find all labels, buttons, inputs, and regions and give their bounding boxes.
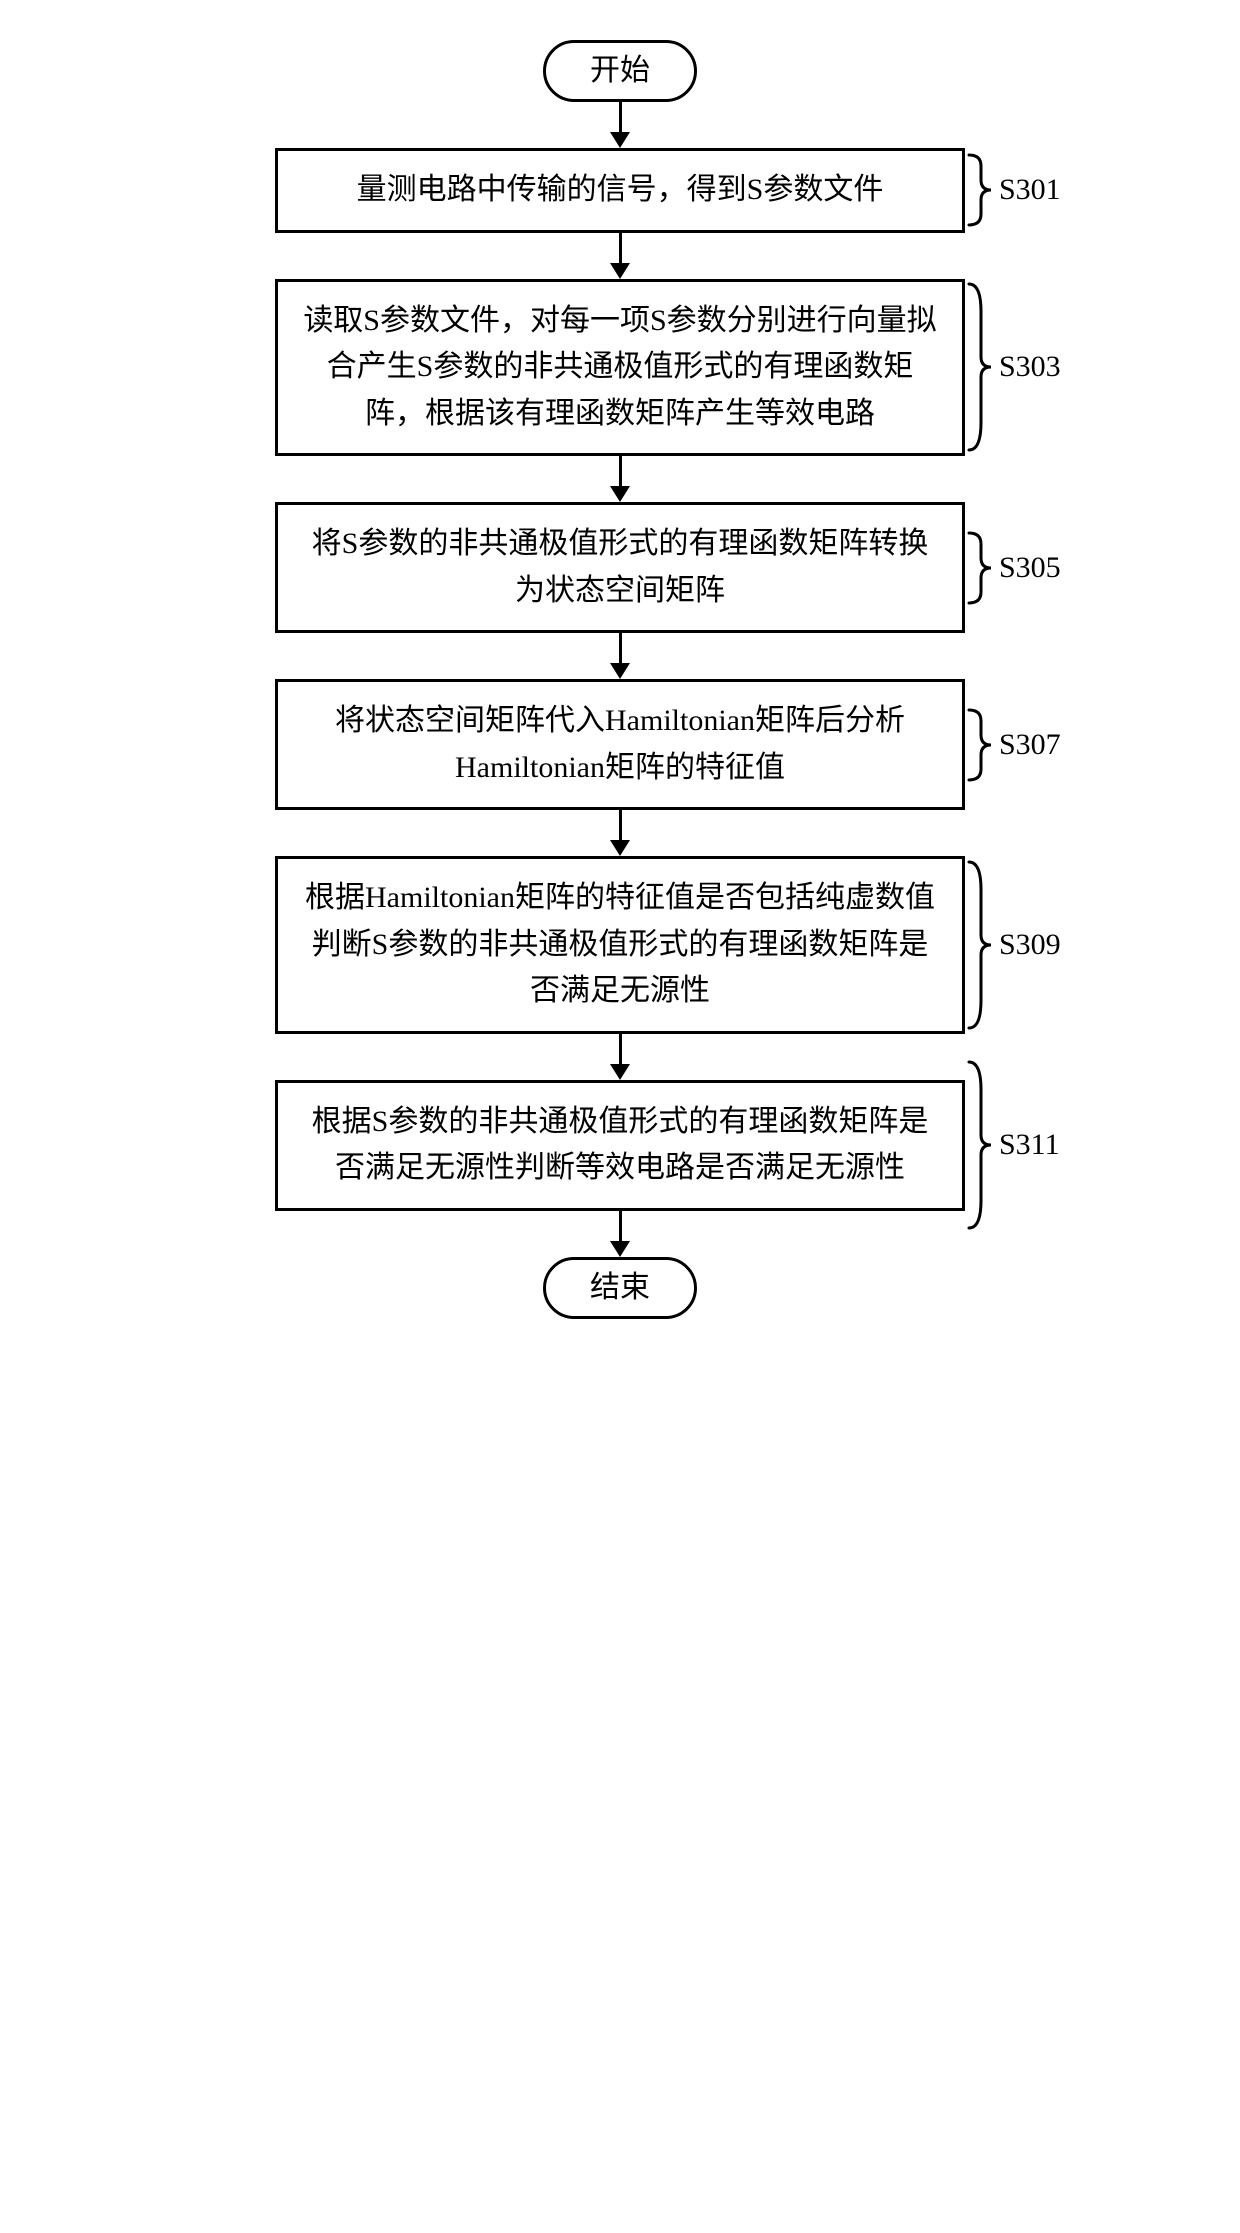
step-row: 读取S参数文件，对每一项S参数分别进行向量拟合产生S参数的非共通极值形式的有理函… (160, 279, 1080, 457)
step-label: S307 (965, 708, 1061, 782)
brace-icon (965, 282, 993, 452)
process-box: 根据Hamiltonian矩阵的特征值是否包括纯虚数值判断S参数的非共通极值形式… (275, 856, 965, 1034)
brace-icon (965, 708, 993, 782)
process-box: 量测电路中传输的信号，得到S参数文件 (275, 148, 965, 233)
step-id: S303 (999, 350, 1061, 384)
arrow (610, 1211, 630, 1257)
step-row: 将状态空间矩阵代入Hamiltonian矩阵后分析Hamiltonian矩阵的特… (160, 679, 1080, 810)
process-box: 将状态空间矩阵代入Hamiltonian矩阵后分析Hamiltonian矩阵的特… (275, 679, 965, 810)
step-id: S307 (999, 728, 1061, 762)
end-row: 结束 (160, 1257, 1080, 1319)
start-row: 开始 (160, 40, 1080, 102)
step-id: S311 (999, 1128, 1060, 1162)
brace-icon (965, 531, 993, 605)
step-row: 根据Hamiltonian矩阵的特征值是否包括纯虚数值判断S参数的非共通极值形式… (160, 856, 1080, 1034)
brace-icon (965, 860, 993, 1030)
flowchart-container: 开始 量测电路中传输的信号，得到S参数文件 S301 读取S参数文件，对每一项S… (160, 40, 1080, 1319)
step-id: S305 (999, 551, 1061, 585)
step-id: S309 (999, 928, 1061, 962)
process-box: 将S参数的非共通极值形式的有理函数矩阵转换为状态空间矩阵 (275, 502, 965, 633)
end-terminator: 结束 (543, 1257, 697, 1319)
start-terminator: 开始 (543, 40, 697, 102)
arrow (610, 633, 630, 679)
step-row: 量测电路中传输的信号，得到S参数文件 S301 (160, 148, 1080, 233)
arrow (610, 102, 630, 148)
step-id: S301 (999, 173, 1061, 207)
brace-icon (965, 153, 993, 227)
arrow (610, 456, 630, 502)
arrow (610, 810, 630, 856)
step-label: S309 (965, 860, 1061, 1030)
step-label: S305 (965, 531, 1061, 605)
process-box: 读取S参数文件，对每一项S参数分别进行向量拟合产生S参数的非共通极值形式的有理函… (275, 279, 965, 457)
brace-icon (965, 1060, 993, 1230)
step-label: S311 (965, 1060, 1060, 1230)
arrow (610, 1034, 630, 1080)
step-label: S301 (965, 153, 1061, 227)
step-row: 将S参数的非共通极值形式的有理函数矩阵转换为状态空间矩阵 S305 (160, 502, 1080, 633)
step-row: 根据S参数的非共通极值形式的有理函数矩阵是否满足无源性判断等效电路是否满足无源性… (160, 1080, 1080, 1211)
step-label: S303 (965, 282, 1061, 452)
process-box: 根据S参数的非共通极值形式的有理函数矩阵是否满足无源性判断等效电路是否满足无源性 (275, 1080, 965, 1211)
arrow (610, 233, 630, 279)
